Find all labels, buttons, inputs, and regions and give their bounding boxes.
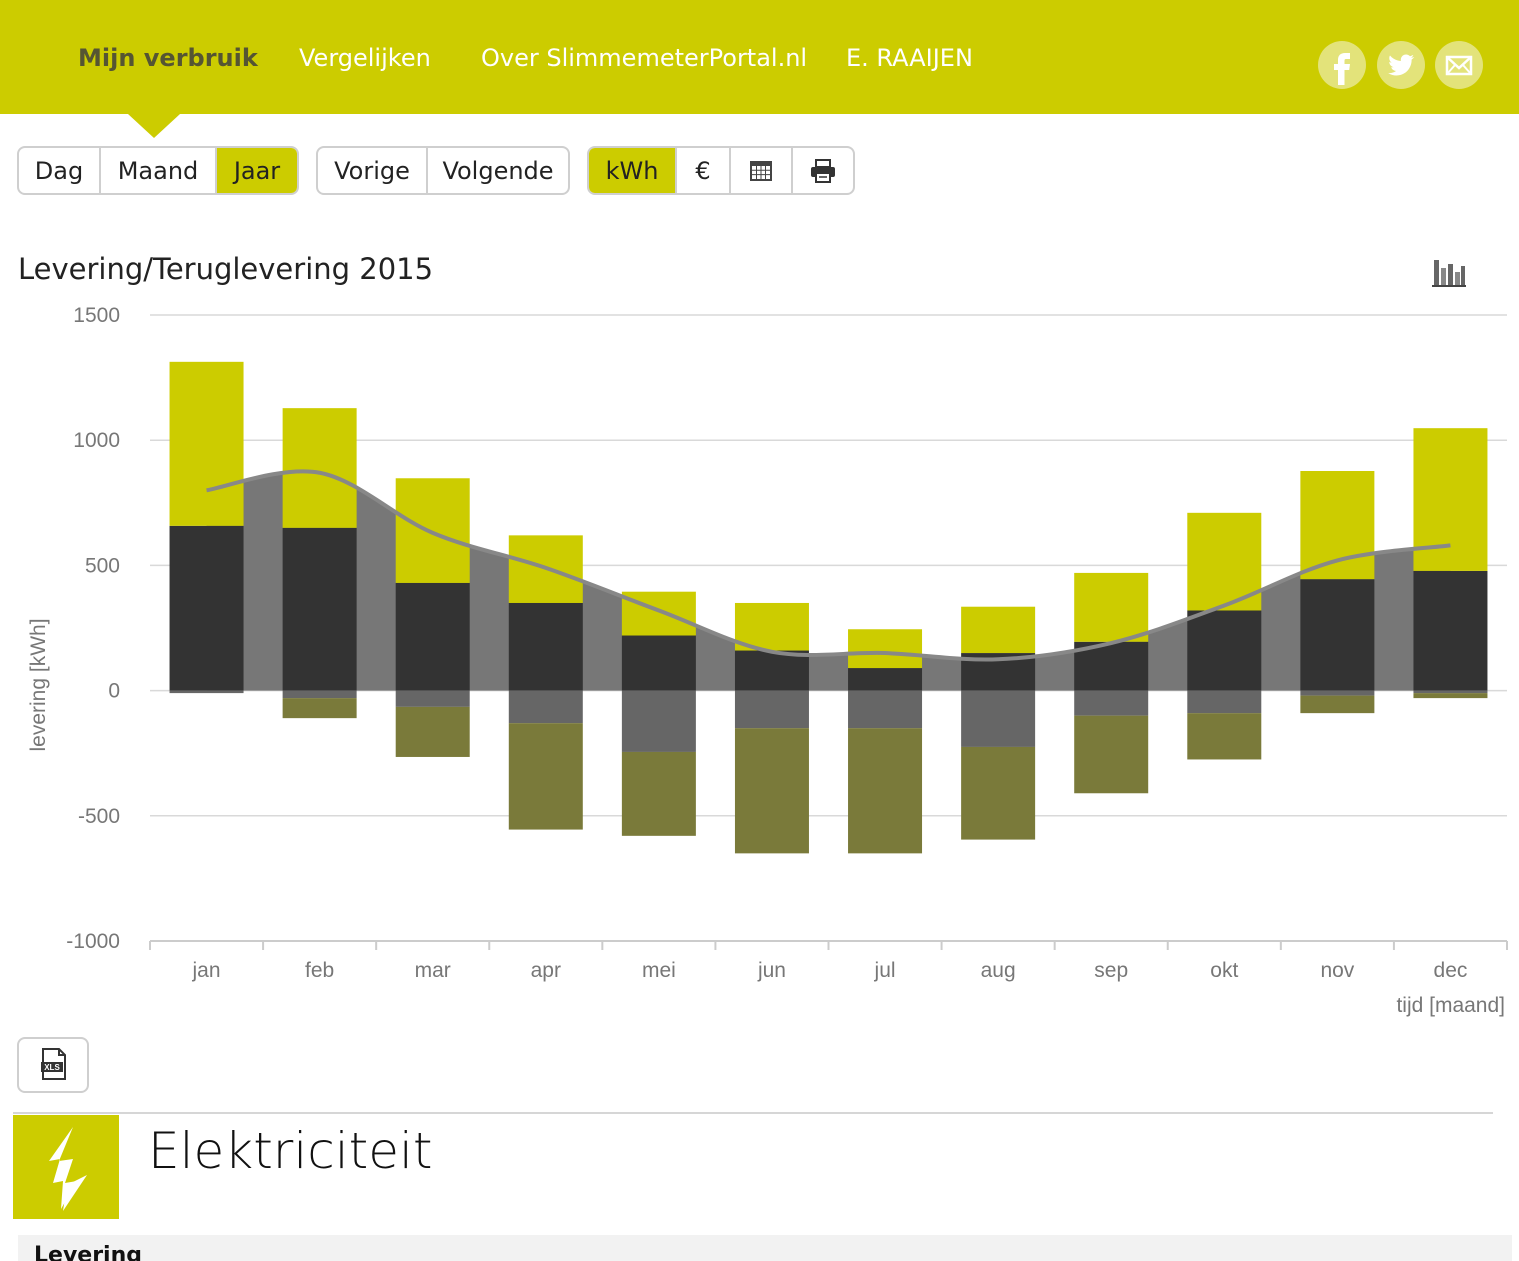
x-axis-label: tijd [maand] [1396, 994, 1505, 1017]
previous-button[interactable]: Vorige [318, 148, 428, 193]
bar-levering-piek [734, 602, 809, 651]
x-tick-label: nov [1320, 959, 1354, 982]
bar-levering-piek [169, 361, 244, 526]
export-xls-button[interactable]: XLS [17, 1037, 89, 1093]
section-divider [13, 1112, 1493, 1114]
x-tick-label: jun [757, 959, 786, 982]
lightning-icon [13, 1115, 119, 1219]
bar-teruglevering-dal [848, 690, 923, 729]
svg-text:XLS: XLS [44, 1063, 60, 1072]
y-axis-label: levering [kWh] [27, 618, 50, 751]
bar-teruglevering-dal [1413, 690, 1488, 694]
unit-kwh-button[interactable]: kWh [589, 148, 677, 193]
bar-levering-piek [1300, 470, 1375, 580]
y-tick-label: 1000 [73, 429, 120, 452]
y-tick-label: 1500 [73, 304, 120, 327]
x-tick-label: jul [874, 959, 896, 982]
period-month-button[interactable]: Maand [101, 148, 217, 193]
bar-teruglevering-piek [1187, 713, 1262, 760]
next-button[interactable]: Volgende [442, 156, 554, 185]
bar-teruglevering-dal [1187, 690, 1262, 714]
twitter-icon[interactable] [1377, 41, 1425, 89]
bar-levering-dal [169, 525, 244, 691]
unit-euro-button[interactable]: € [677, 148, 731, 193]
facebook-icon[interactable] [1318, 41, 1366, 89]
x-tick-label: okt [1210, 959, 1238, 982]
bar-levering-dal [1413, 570, 1488, 691]
top-nav-bar: Mijn verbruik Vergelijken Over Slimmemet… [0, 0, 1519, 114]
bar-levering-dal [734, 650, 809, 691]
bar-levering-dal [848, 668, 923, 691]
y-tick-label: 0 [108, 680, 120, 703]
bar-teruglevering-piek [1413, 693, 1488, 699]
bar-teruglevering-dal [508, 690, 583, 724]
bar-levering-dal [1187, 610, 1262, 691]
bar-teruglevering-piek [395, 706, 470, 757]
bar-teruglevering-dal [169, 690, 244, 694]
y-tick-label: -1000 [66, 930, 120, 953]
bar-levering-piek [395, 478, 470, 583]
chart-type-icon[interactable] [1432, 256, 1466, 288]
bar-teruglevering-piek [734, 728, 809, 854]
period-day-button[interactable]: Dag [19, 148, 101, 193]
print-icon [811, 158, 835, 183]
x-tick-label: mar [415, 959, 451, 982]
bar-teruglevering-dal [621, 690, 696, 752]
bar-levering-piek [961, 606, 1036, 654]
levering-section-header: Levering [18, 1235, 1512, 1261]
x-tick-label: sep [1094, 959, 1128, 982]
y-tick-label: 500 [85, 554, 120, 577]
bar-teruglevering-piek [621, 751, 696, 836]
mail-icon[interactable] [1435, 41, 1483, 89]
bar-teruglevering-dal [734, 690, 809, 729]
section-title: Elektriciteit [148, 1122, 433, 1180]
period-navigation: Vorige Volgende [316, 146, 570, 195]
bar-teruglevering-dal [395, 690, 470, 707]
bar-teruglevering-piek [1300, 695, 1375, 714]
bar-levering-piek [1074, 572, 1149, 642]
bar-levering-dal [508, 602, 583, 691]
nav-item-over[interactable]: Over SlimmemeterPortal.nl [481, 44, 808, 72]
bar-teruglevering-piek [1074, 715, 1149, 794]
bar-teruglevering-piek [508, 723, 583, 830]
bar-teruglevering-dal [1300, 690, 1375, 696]
bar-levering-dal [282, 527, 357, 691]
bar-teruglevering-piek [961, 746, 1036, 840]
period-year-button[interactable]: Jaar [217, 148, 297, 193]
bar-teruglevering-dal [1074, 690, 1149, 716]
x-tick-label: feb [305, 959, 334, 982]
x-tick-label: mei [642, 959, 676, 982]
bar-teruglevering-dal [282, 690, 357, 699]
xls-icon: XLS [41, 1048, 66, 1080]
nav-item-vergelijken[interactable]: Vergelijken [299, 44, 431, 72]
calendar-button[interactable] [731, 148, 793, 193]
nav-item-user[interactable]: E. RAAIJEN [846, 44, 973, 72]
nav-item-mijn-verbruik[interactable]: Mijn verbruik [78, 44, 258, 72]
x-tick-label: jan [192, 959, 221, 982]
bar-teruglevering-piek [282, 698, 357, 719]
period-selector: Dag Maand Jaar [17, 146, 299, 195]
bar-levering-dal [395, 582, 470, 691]
active-nav-indicator [128, 114, 180, 138]
y-tick-label: -500 [78, 805, 120, 828]
x-tick-label: aug [981, 959, 1016, 982]
average-line [206, 469, 1451, 662]
bar-teruglevering-dal [961, 690, 1036, 747]
calendar-icon [750, 160, 772, 181]
bar-teruglevering-piek [848, 728, 923, 854]
bar-levering-dal [621, 635, 696, 691]
x-tick-label: dec [1434, 959, 1468, 982]
levering-heading: Levering [34, 1243, 143, 1261]
bar-levering-dal [1300, 579, 1375, 691]
bar-levering-piek [621, 591, 696, 636]
bar-levering-piek [282, 408, 357, 528]
print-button[interactable] [793, 148, 853, 193]
chart-title: Levering/Teruglevering 2015 [18, 252, 434, 286]
x-tick-label: apr [531, 959, 561, 982]
energy-chart: 1500 1000 500 0 -500 -1000 jan feb mar apr mei jun… [27, 304, 1508, 1017]
bar-levering-piek [848, 629, 923, 669]
unit-selector: kWh € [587, 146, 855, 195]
average-area [206, 471, 1451, 691]
